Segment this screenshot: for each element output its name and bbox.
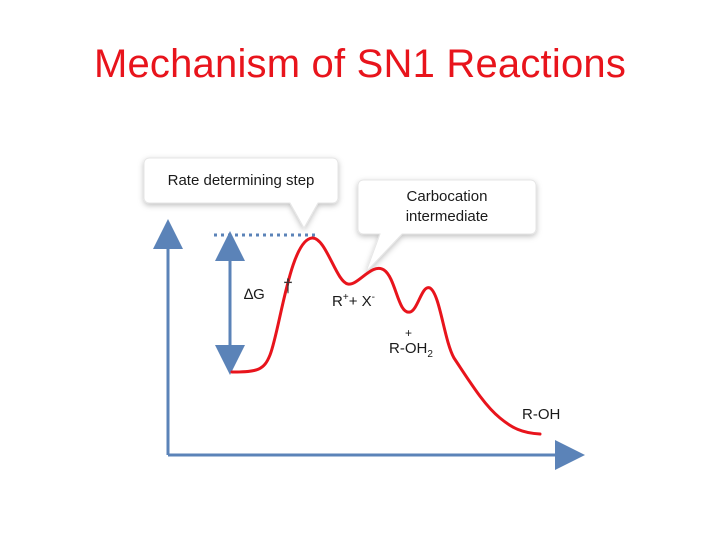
carbocation-r: R <box>332 293 343 310</box>
oxonium-label: R-OH2 <box>389 340 433 360</box>
intermediate-label-line1: Carbocation <box>406 188 488 205</box>
product-label: R-OH <box>522 406 561 423</box>
rate-step-label: Rate determining step <box>167 172 315 189</box>
slide-title: Mechanism of SN1 Reactions <box>93 42 627 86</box>
rate-step-callout <box>143 157 339 230</box>
oxonium-base: R-OH <box>389 340 428 357</box>
intermediate-label-line2: intermediate <box>405 208 489 225</box>
delta-g-symbol: ∆G <box>244 286 265 303</box>
delta-g-dagger: † <box>283 276 294 296</box>
delta-g-label: ∆G <box>244 286 265 303</box>
intermediate-callout-text: Carbocation intermediate <box>358 187 536 227</box>
reaction-curve <box>230 236 542 436</box>
anion-charge: - <box>371 292 375 303</box>
oxonium-charge: + <box>405 326 413 340</box>
rate-step-callout-text: Rate determining step <box>144 171 338 191</box>
oxonium-subscript: 2 <box>427 349 433 360</box>
carbocation-plus-x: + X <box>348 293 372 310</box>
intermediate-callout <box>357 179 537 273</box>
carbocation-label: R++ X- <box>332 292 375 310</box>
carbocation-charge: + <box>342 292 349 303</box>
